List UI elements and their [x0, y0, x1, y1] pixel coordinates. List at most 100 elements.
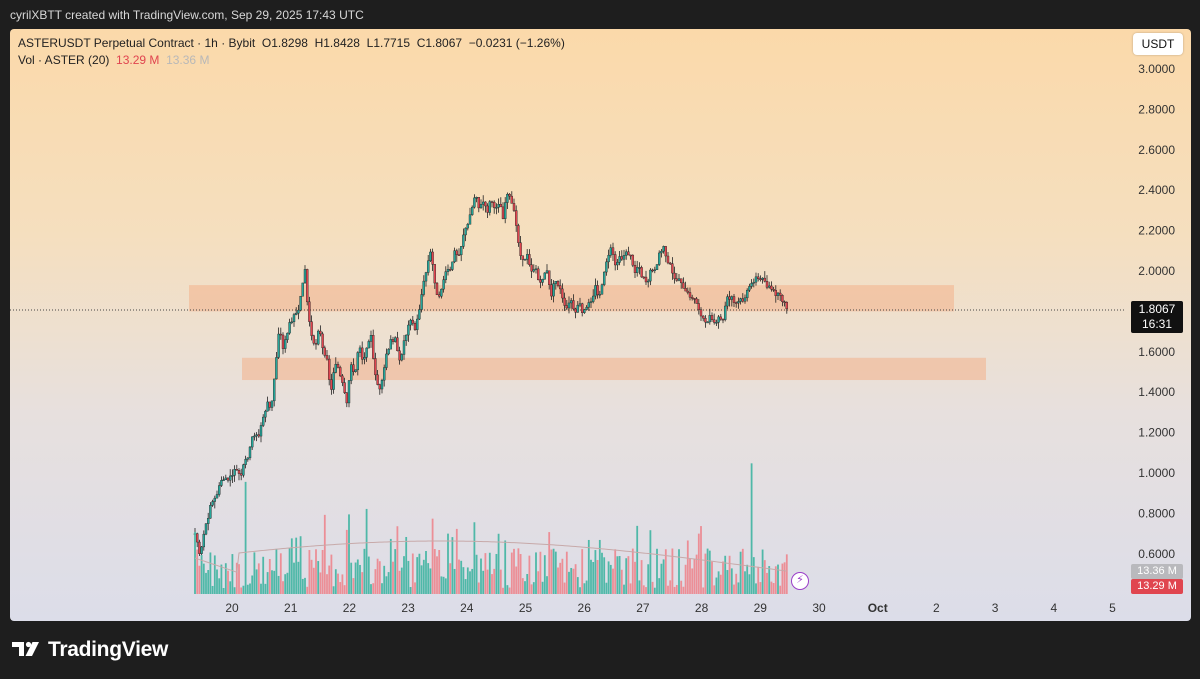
- candle-body: [669, 262, 672, 265]
- candle-body: [768, 285, 771, 288]
- candle-body: [385, 353, 388, 368]
- last-price-value: 1.8067: [1138, 302, 1176, 316]
- candle-body: [217, 485, 221, 495]
- lightning-icon[interactable]: ⚡: [791, 572, 809, 590]
- bar-countdown: 16:31: [1141, 317, 1173, 331]
- volume-bar: [429, 568, 432, 594]
- volume-bar: [378, 561, 381, 594]
- candle-body: [563, 297, 566, 306]
- candle-body: [451, 261, 454, 270]
- candle-body: [471, 206, 474, 215]
- candle-body: [235, 469, 239, 471]
- volume-bar: [414, 582, 416, 594]
- volume-bar: [724, 555, 727, 594]
- candle-body: [583, 309, 586, 313]
- volume-bar: [471, 568, 474, 594]
- volume-bar: [334, 569, 337, 594]
- volume-bar: [330, 554, 333, 594]
- candle-body: [752, 281, 755, 284]
- candle-body: [620, 256, 623, 260]
- volume-bar: [755, 583, 757, 594]
- volume-bar: [464, 579, 467, 594]
- volume-bar: [231, 554, 234, 594]
- candle-body: [730, 296, 733, 300]
- candle-body: [484, 201, 487, 207]
- price-chart[interactable]: 3.0000 2.8000 2.6000 2.4000 2.2000 2.0000 1.60…: [10, 29, 1191, 621]
- candle-body: [548, 270, 551, 285]
- candle-body: [515, 210, 518, 226]
- candle-body: [336, 364, 340, 368]
- candle-body: [486, 205, 489, 213]
- volume-bar: [658, 578, 661, 594]
- volume-bar: [752, 557, 755, 594]
- x-tick-label: 3: [992, 601, 999, 615]
- volume-bar: [733, 584, 735, 594]
- volume-bar: [519, 554, 522, 594]
- candle-body: [455, 250, 458, 255]
- volume-bar: [422, 559, 425, 594]
- volume-bar: [372, 583, 375, 594]
- candle-body: [266, 401, 269, 412]
- volume-bar: [427, 563, 430, 594]
- volume-bar: [264, 583, 267, 594]
- volume-bar: [594, 550, 597, 594]
- volume-bar: [678, 549, 680, 594]
- candle-body: [334, 364, 337, 373]
- volume-bar: [763, 560, 766, 594]
- volume-bar: [508, 587, 511, 594]
- volume-bar: [295, 537, 298, 594]
- candle-body: [647, 280, 650, 283]
- candle-body: [255, 434, 258, 437]
- candle-body: [765, 281, 769, 288]
- volume-bar: [323, 514, 326, 594]
- ohlc-close: C1.8067: [416, 36, 463, 50]
- volume-bar: [482, 570, 485, 594]
- volume-bar: [640, 560, 643, 594]
- candle-body: [378, 384, 381, 390]
- volume-bar: [592, 562, 595, 594]
- volume-bar: [695, 554, 698, 594]
- volume-bar: [548, 532, 551, 594]
- volume-bar: [704, 553, 707, 594]
- candle-body: [673, 272, 676, 279]
- candle-body: [741, 298, 744, 302]
- volume-bar: [394, 549, 397, 594]
- candle-body: [198, 541, 201, 554]
- candle-body: [215, 494, 219, 499]
- volume-bar: [273, 570, 276, 594]
- currency-button[interactable]: USDT: [1133, 33, 1183, 55]
- candle-body: [477, 197, 480, 209]
- candle-body: [402, 340, 406, 355]
- volume-bar: [713, 585, 716, 594]
- volume-bar: [444, 578, 447, 594]
- candle-body: [699, 309, 703, 317]
- volume-bar: [387, 572, 390, 594]
- candle-body: [389, 339, 392, 350]
- candle-body: [605, 261, 608, 273]
- candle-body: [482, 201, 485, 205]
- candle-body: [202, 533, 206, 548]
- volume-bar: [499, 569, 502, 594]
- volume-bar: [583, 583, 586, 594]
- volume-bar: [227, 570, 229, 594]
- volume-bar: [425, 551, 427, 594]
- volume-bar: [618, 556, 621, 594]
- chart-panel[interactable]: 3.0000 2.8000 2.6000 2.4000 2.2000 2.0000 1.60…: [10, 29, 1191, 621]
- y-tick-label: 3.0000: [1138, 62, 1175, 76]
- candle-body: [554, 281, 557, 284]
- volume-bar: [455, 528, 458, 594]
- volume-bar: [363, 548, 366, 594]
- candle-body: [292, 314, 296, 323]
- candle-body: [609, 247, 612, 256]
- candle-body: [743, 297, 747, 302]
- volume-bar: [598, 539, 601, 594]
- volume-bar: [315, 549, 317, 594]
- y-tick-label: 1.0000: [1138, 466, 1175, 480]
- candle-body: [376, 374, 379, 385]
- candle-body: [429, 251, 432, 262]
- price-change: −0.0231 (−1.26%): [468, 36, 565, 50]
- volume-bar: [524, 581, 526, 594]
- volume-bar: [383, 565, 386, 594]
- candle-body: [248, 446, 252, 459]
- volume-bar: [495, 553, 498, 594]
